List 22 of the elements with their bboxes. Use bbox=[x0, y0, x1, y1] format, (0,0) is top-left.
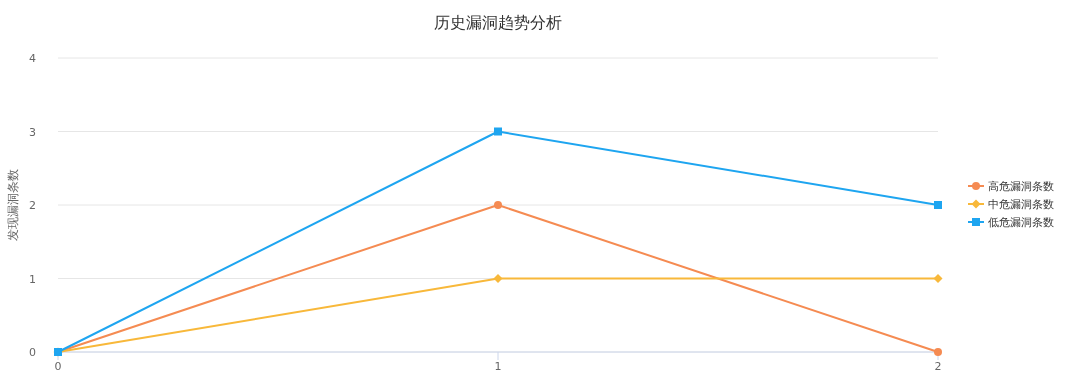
point bbox=[933, 274, 943, 283]
y-tick-label: 3 bbox=[29, 125, 36, 139]
point bbox=[494, 127, 502, 136]
legend-item: 中危漏洞条数 bbox=[967, 198, 1054, 211]
x-tick-label: 0 bbox=[54, 360, 62, 373]
y-tick-label: 2 bbox=[29, 199, 36, 212]
legend-item: 低危漏洞条数 bbox=[967, 216, 1054, 229]
y-tick-label: 0 bbox=[29, 346, 36, 359]
point bbox=[934, 348, 942, 356]
x-tick-label: 2 bbox=[934, 360, 942, 373]
x-tick-label: 1 bbox=[494, 360, 502, 373]
chart-title: 历史漏洞趋势分析 bbox=[434, 13, 562, 32]
y-axis-title: 发现漏洞条数 bbox=[6, 169, 20, 241]
point bbox=[494, 201, 502, 209]
legend-label: 中危漏洞条数 bbox=[988, 198, 1054, 211]
legend-item: 高危漏洞条数 bbox=[967, 180, 1054, 193]
point bbox=[493, 274, 503, 283]
legend-label: 低危漏洞条数 bbox=[988, 216, 1054, 229]
y-tick-label: 1 bbox=[29, 272, 36, 286]
y-tick-label: 4 bbox=[29, 52, 36, 65]
point bbox=[934, 201, 942, 209]
legend-label: 高危漏洞条数 bbox=[988, 180, 1054, 193]
